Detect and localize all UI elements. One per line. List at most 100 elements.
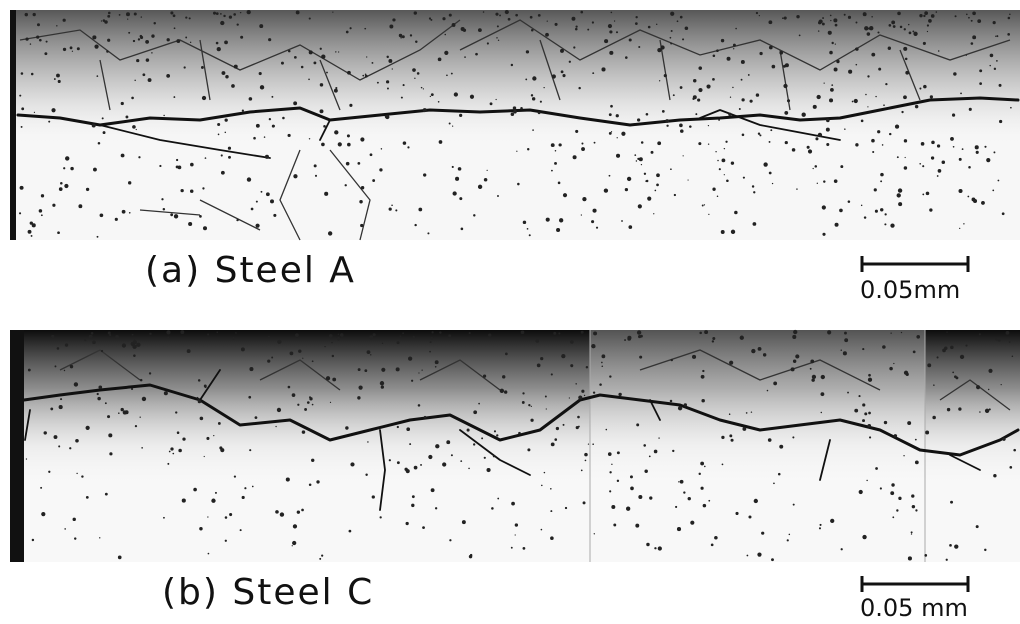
- speck: [911, 531, 913, 533]
- speck: [867, 424, 871, 428]
- speck: [967, 196, 969, 198]
- speck: [927, 24, 929, 26]
- speck: [358, 386, 362, 390]
- speck: [281, 62, 284, 65]
- speck: [708, 214, 709, 215]
- speck: [767, 390, 769, 392]
- speck: [389, 208, 392, 211]
- speck: [763, 353, 766, 356]
- speck: [163, 115, 164, 116]
- speck: [511, 547, 513, 549]
- speck: [154, 22, 156, 24]
- speck: [977, 19, 981, 23]
- speck: [292, 545, 293, 546]
- speck: [538, 111, 541, 114]
- speck: [340, 333, 344, 337]
- speck: [32, 539, 34, 541]
- speck: [1009, 14, 1011, 16]
- speck: [334, 130, 338, 134]
- speck: [699, 473, 701, 475]
- speck: [178, 449, 182, 453]
- speck: [253, 137, 256, 140]
- speck: [986, 158, 990, 162]
- speck: [550, 536, 554, 540]
- speck: [561, 354, 565, 358]
- speck: [854, 409, 858, 413]
- speck: [818, 30, 819, 31]
- speck: [657, 141, 661, 145]
- speck: [913, 351, 916, 354]
- speck: [259, 72, 262, 75]
- speck: [134, 13, 137, 16]
- speck: [835, 223, 839, 227]
- speck: [551, 442, 555, 446]
- speck: [435, 360, 439, 364]
- speck: [829, 98, 833, 102]
- speck: [326, 72, 328, 74]
- speck: [584, 453, 588, 457]
- speck: [131, 97, 134, 100]
- speck: [64, 528, 66, 530]
- speck: [778, 473, 781, 476]
- speck: [204, 456, 205, 457]
- speck: [919, 14, 922, 17]
- speck: [259, 24, 263, 28]
- speck: [511, 64, 513, 66]
- speck: [50, 408, 53, 411]
- speck: [58, 80, 61, 83]
- speck: [65, 343, 68, 346]
- speck: [57, 347, 60, 350]
- speck: [64, 184, 68, 188]
- speck: [487, 42, 489, 44]
- speck: [573, 46, 575, 48]
- speck: [863, 12, 866, 15]
- speck: [581, 331, 584, 334]
- speck: [733, 44, 736, 47]
- speck: [848, 200, 851, 203]
- speck: [31, 235, 33, 237]
- speck: [992, 190, 994, 192]
- speck: [616, 31, 618, 33]
- speck: [39, 209, 43, 213]
- speck: [831, 42, 833, 44]
- speck: [297, 404, 299, 406]
- speck: [1009, 466, 1012, 469]
- speck: [601, 67, 605, 71]
- speck: [408, 356, 412, 360]
- speck: [173, 96, 175, 98]
- speck: [251, 208, 254, 211]
- speck: [942, 348, 946, 352]
- speck: [901, 332, 902, 333]
- speck: [103, 131, 106, 134]
- speck: [949, 544, 952, 547]
- speck: [133, 340, 137, 344]
- speck: [138, 38, 140, 40]
- speck: [531, 406, 532, 407]
- speck: [753, 191, 755, 193]
- speck: [468, 468, 470, 470]
- speck: [638, 335, 641, 338]
- speck: [33, 13, 36, 16]
- speck: [741, 79, 743, 81]
- speck: [190, 163, 194, 167]
- speck: [92, 35, 96, 39]
- speck: [649, 496, 652, 499]
- speck: [596, 227, 598, 229]
- speck: [365, 73, 367, 75]
- speck: [92, 340, 96, 344]
- speck: [937, 144, 940, 147]
- speck: [768, 438, 772, 442]
- speck: [729, 434, 732, 437]
- speck: [897, 193, 901, 197]
- speck: [494, 430, 496, 432]
- speck: [444, 51, 448, 55]
- speck: [91, 332, 94, 335]
- speck: [698, 142, 701, 145]
- speck: [320, 109, 324, 113]
- speck: [962, 148, 964, 150]
- speck: [220, 448, 224, 452]
- speck: [218, 422, 221, 425]
- speck: [601, 365, 603, 367]
- speck: [670, 37, 672, 39]
- speck: [641, 141, 644, 144]
